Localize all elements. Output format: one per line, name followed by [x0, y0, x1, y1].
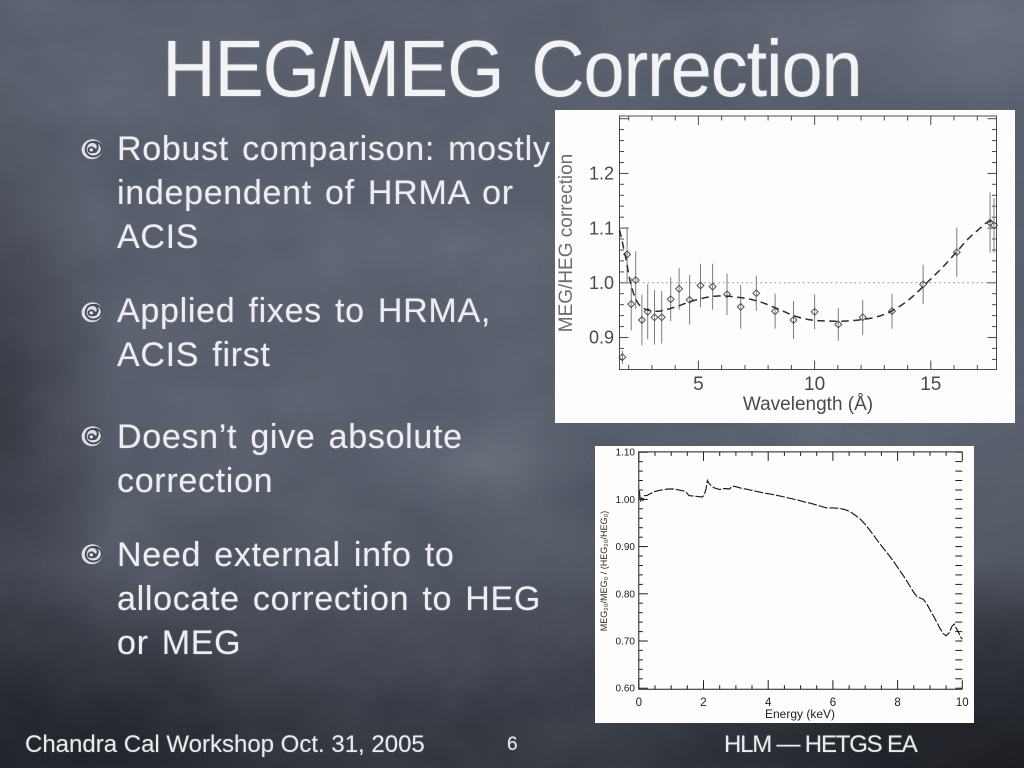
svg-text:8: 8	[894, 697, 900, 709]
svg-text:0.9: 0.9	[589, 328, 614, 348]
svg-text:MEG₂₀/MEG₀ / (HEG₂₀/HEG₀): MEG₂₀/MEG₀ / (HEG₂₀/HEG₀)	[599, 511, 609, 631]
svg-text:1.00: 1.00	[616, 495, 636, 506]
svg-text:0: 0	[636, 697, 642, 709]
svg-text:1.2: 1.2	[589, 164, 614, 184]
svg-text:0.60: 0.60	[616, 684, 636, 695]
svg-text:Wavelength (Å): Wavelength (Å)	[743, 394, 873, 415]
svg-text:2: 2	[700, 697, 706, 709]
svg-text:10: 10	[804, 374, 825, 395]
svg-text:1.10: 1.10	[616, 448, 636, 459]
svg-text:4: 4	[765, 697, 772, 709]
svg-text:1.1: 1.1	[589, 218, 614, 238]
svg-text:15: 15	[920, 374, 941, 395]
svg-text:6: 6	[830, 697, 836, 709]
svg-text:0.70: 0.70	[616, 637, 636, 648]
svg-text:MEG/HEG correction: MEG/HEG correction	[556, 154, 577, 332]
svg-text:0.90: 0.90	[616, 542, 636, 553]
svg-text:0.80: 0.80	[616, 589, 636, 600]
svg-text:Energy (keV): Energy (keV)	[765, 707, 835, 721]
svg-text:1.0: 1.0	[589, 273, 614, 293]
svg-text:10: 10	[956, 697, 969, 709]
svg-text:5: 5	[693, 374, 704, 395]
